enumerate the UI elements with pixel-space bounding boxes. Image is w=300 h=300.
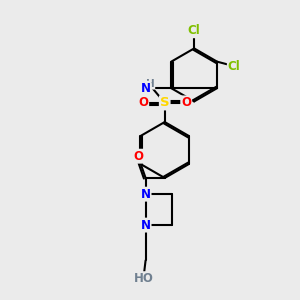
Text: Cl: Cl (188, 24, 200, 37)
Text: O: O (134, 150, 144, 163)
Text: N: N (141, 188, 151, 201)
Text: Cl: Cl (228, 60, 241, 73)
Text: S: S (160, 96, 169, 110)
Text: H: H (146, 79, 154, 89)
Text: N: N (141, 219, 151, 232)
Text: O: O (181, 96, 191, 110)
Text: HO: HO (134, 272, 154, 285)
Text: O: O (138, 96, 148, 110)
Text: N: N (141, 82, 151, 95)
